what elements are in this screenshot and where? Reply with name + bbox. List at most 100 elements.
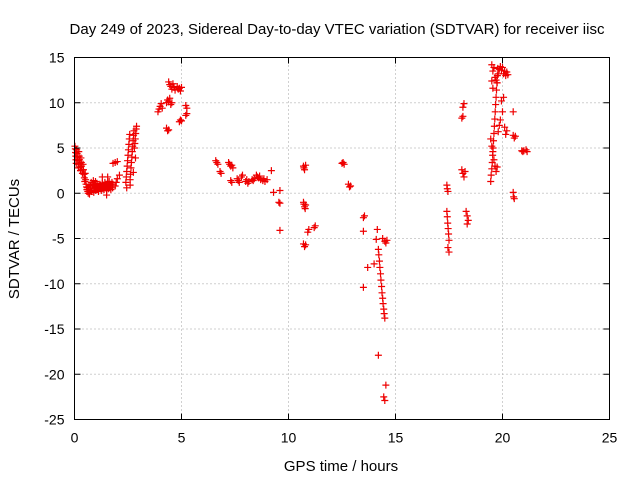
data-point [444, 187, 452, 195]
data-point [158, 104, 166, 112]
data-point [104, 173, 112, 181]
data-point [276, 199, 284, 207]
axis-ticks [74, 57, 610, 420]
data-point [276, 187, 284, 195]
data-point [228, 178, 236, 186]
data-point [497, 97, 505, 105]
data-point [378, 289, 386, 297]
y-axis-label: SDTVAR / TECUs [6, 179, 23, 299]
data-point [229, 164, 237, 172]
data-point [305, 225, 313, 233]
data-point [487, 135, 495, 143]
data-point [500, 93, 508, 101]
data-point [445, 248, 453, 256]
y-tick-label: 0 [57, 185, 65, 201]
data-point [169, 80, 177, 88]
data-point [377, 270, 385, 278]
data-point [487, 177, 495, 185]
y-tick-label: -5 [52, 231, 65, 247]
x-tick-label: 5 [178, 430, 186, 446]
data-point [374, 351, 382, 359]
data-point [216, 168, 224, 176]
data-point [178, 83, 185, 91]
data-point [370, 260, 378, 268]
data-point [490, 63, 498, 71]
data-point [459, 103, 467, 111]
data-point [489, 148, 497, 156]
x-axis-label: GPS time / hours [284, 458, 398, 475]
data-point [178, 117, 185, 125]
data-point [509, 108, 517, 116]
data-point [359, 227, 367, 235]
data-point [276, 226, 284, 234]
x-tick-label: 20 [495, 430, 511, 446]
data-point [227, 177, 235, 185]
data-point [103, 191, 111, 199]
data-point [380, 310, 388, 318]
data-point [443, 213, 451, 221]
data-point [340, 160, 348, 168]
data-point [176, 116, 184, 124]
data-point [488, 142, 496, 150]
chart-title: Day 249 of 2023, Sidereal Day-to-day VTE… [70, 21, 605, 38]
data-point [381, 314, 389, 322]
data-point [347, 182, 355, 190]
data-point [235, 178, 243, 186]
x-tick-label: 25 [602, 430, 618, 446]
data-point [377, 276, 385, 284]
data-point [113, 175, 121, 183]
data-point [373, 225, 381, 233]
data-point [511, 132, 519, 140]
data-point [499, 108, 506, 116]
data-point [113, 158, 121, 166]
data-point [382, 381, 390, 389]
data-point [111, 182, 119, 190]
data-point [165, 126, 173, 134]
data-point [491, 115, 499, 123]
y-tick-labels: -25 -20 -15 -10 -5 0 5 10 15 [44, 50, 64, 428]
y-tick-label: -20 [44, 366, 64, 382]
data-point [463, 212, 471, 220]
data-point [379, 300, 387, 308]
data-point [462, 207, 470, 215]
data-point [501, 123, 509, 131]
data-point [234, 177, 242, 185]
y-tick-label: -10 [44, 276, 64, 292]
data-point [445, 236, 453, 244]
data-point [157, 100, 165, 108]
y-tick-label: -25 [44, 412, 64, 428]
data-point [359, 283, 367, 291]
data-point [164, 127, 172, 135]
data-point [495, 121, 503, 129]
data-point [376, 263, 384, 271]
data-point [302, 161, 310, 169]
data-point [176, 87, 184, 95]
data-point [488, 77, 496, 85]
data-point [458, 114, 466, 122]
x-tick-label: 10 [281, 430, 297, 446]
data-point [445, 230, 453, 238]
x-tick-label: 15 [388, 430, 404, 446]
data-point [502, 130, 510, 138]
data-points [71, 61, 531, 404]
data-point [345, 183, 353, 191]
data-point [489, 67, 497, 75]
data-point [494, 128, 502, 136]
data-point [493, 163, 501, 171]
data-point [183, 110, 191, 118]
data-point [126, 181, 134, 189]
data-point [375, 257, 383, 265]
data-point [267, 167, 275, 175]
data-point [493, 86, 501, 94]
y-tick-label: 15 [49, 50, 65, 66]
y-tick-label: 5 [57, 140, 65, 156]
data-point [112, 178, 120, 186]
data-point [311, 222, 319, 230]
data-point [463, 220, 471, 228]
data-point [510, 193, 518, 201]
data-point [217, 169, 225, 177]
data-point [464, 216, 472, 224]
data-point [493, 79, 501, 87]
data-point [444, 244, 452, 252]
data-point [375, 251, 383, 259]
